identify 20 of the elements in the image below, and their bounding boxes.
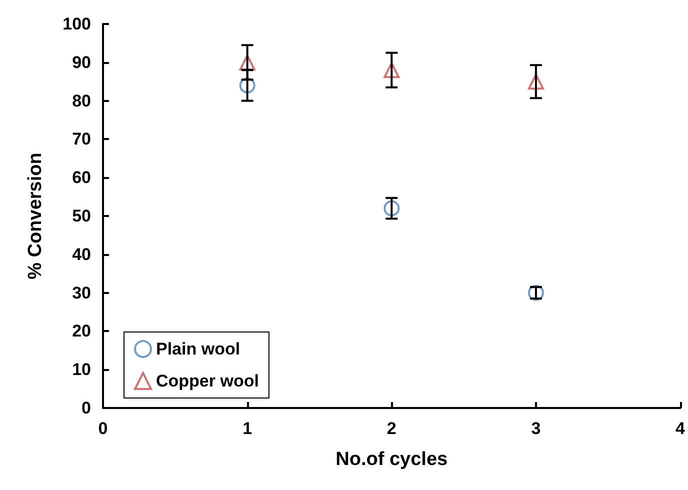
y-tick-label: 50 bbox=[72, 206, 91, 226]
y-tick-label: 100 bbox=[62, 14, 91, 34]
x-axis-title: No.of cycles bbox=[336, 449, 448, 470]
legend-label: Copper wool bbox=[156, 372, 259, 390]
x-tick-label: 2 bbox=[386, 419, 396, 438]
y-tick-label: 90 bbox=[72, 52, 91, 72]
x-tick-label: 4 bbox=[676, 419, 686, 438]
x-tick-label: 1 bbox=[242, 419, 252, 438]
y-tick-label: 80 bbox=[72, 91, 91, 110]
y-tick-label: 20 bbox=[72, 322, 91, 341]
legend-label: Plain wool bbox=[156, 340, 240, 358]
x-tick-label: 0 bbox=[98, 419, 108, 438]
y-tick-label: 30 bbox=[72, 283, 91, 302]
y-tick-label: 40 bbox=[72, 244, 91, 264]
y-tick-label: 70 bbox=[72, 130, 91, 149]
y-tick-label: 10 bbox=[72, 360, 91, 380]
y-tick-label: 60 bbox=[72, 168, 91, 188]
y-tick-label: 0 bbox=[82, 398, 91, 418]
y-axis-title: % Conversion bbox=[25, 152, 46, 280]
x-tick-label: 3 bbox=[531, 419, 541, 438]
